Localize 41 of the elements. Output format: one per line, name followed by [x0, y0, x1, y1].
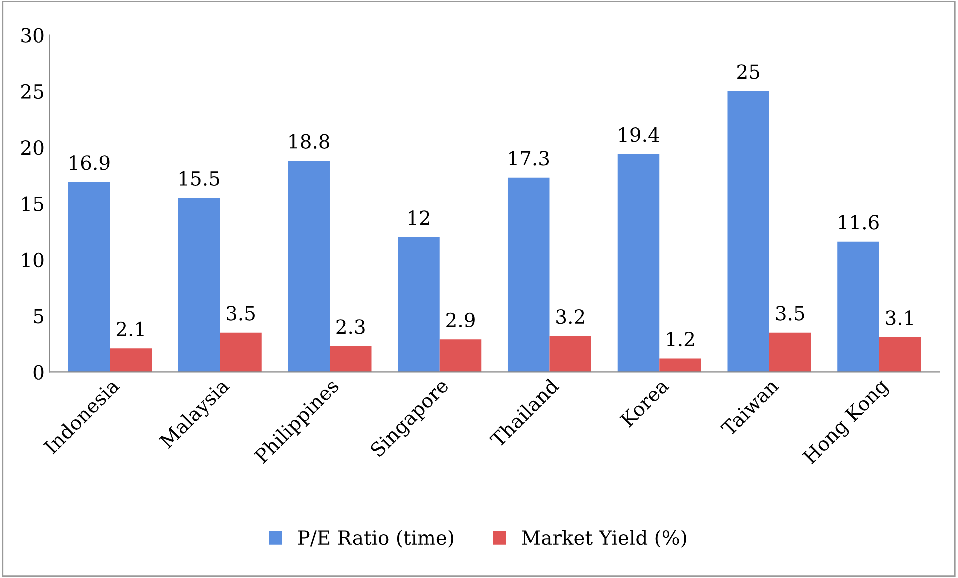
bar — [68, 182, 110, 372]
data-label: 3.2 — [556, 309, 584, 324]
legend-label: P/E Ratio (time) — [298, 530, 454, 548]
data-label: 16.9 — [70, 156, 110, 170]
y-tick-label: 30 — [22, 28, 44, 43]
data-label: 17.3 — [510, 151, 550, 166]
data-label: 15.5 — [180, 171, 220, 186]
data-label: 2.3 — [336, 320, 365, 334]
bar — [879, 337, 922, 372]
bar — [660, 358, 702, 372]
bar — [618, 154, 660, 372]
data-label: 18.8 — [290, 134, 330, 149]
bar — [838, 242, 880, 372]
y-tick-label: 20 — [22, 140, 44, 156]
data-label: 11.6 — [839, 215, 879, 230]
y-tick-label: 25 — [22, 84, 44, 100]
y-tick-label: 0 — [34, 365, 44, 380]
data-label: 2.1 — [116, 322, 144, 337]
bar — [330, 346, 372, 372]
bar — [288, 161, 330, 372]
data-label: 3.1 — [886, 310, 913, 326]
bar — [220, 332, 262, 372]
bar — [178, 198, 220, 372]
bar — [110, 348, 152, 372]
bar — [728, 91, 770, 372]
bar — [769, 332, 812, 372]
data-label: 3.5 — [776, 306, 804, 321]
bar — [550, 336, 592, 372]
y-tick-label: 15 — [22, 196, 44, 212]
data-label: 25 — [738, 64, 760, 80]
bar — [398, 237, 440, 372]
data-label: 1.2 — [667, 332, 694, 347]
y-tick-label: 5 — [34, 309, 44, 324]
legend-label: Market Yield (%) — [522, 530, 686, 548]
data-label: 3.5 — [227, 306, 255, 321]
bar — [508, 178, 550, 372]
data-label: 12 — [408, 210, 430, 226]
bar — [440, 340, 482, 372]
data-label: 2.9 — [446, 312, 475, 328]
data-label: 19.4 — [619, 128, 660, 142]
y-tick-label: 10 — [22, 252, 44, 268]
